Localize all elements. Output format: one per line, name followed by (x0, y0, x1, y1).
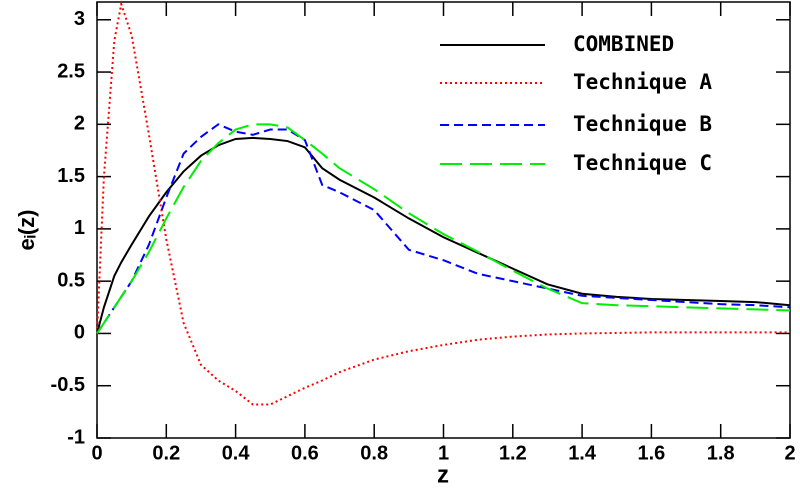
y-tick-label: 2 (74, 113, 85, 135)
y-tick-label: 1.5 (57, 165, 85, 187)
y-tick-label: -1 (67, 426, 85, 448)
y-axis-label: eᵢ(z) (14, 210, 39, 251)
legend-label: Technique C (573, 151, 712, 175)
x-tick-label: 2 (784, 442, 795, 464)
y-tick-label: 3 (74, 8, 85, 30)
x-tick-label: 1.8 (707, 442, 735, 464)
series-line (96, 123, 791, 334)
x-axis-label: z (437, 461, 449, 488)
x-tick-label: 0 (91, 442, 102, 464)
x-tick-label: 1.2 (499, 442, 527, 464)
y-tick-label: 1 (74, 217, 85, 239)
y-tick-label: 0 (74, 322, 85, 344)
series-line (96, 136, 791, 334)
plot-frame (96, 1, 791, 439)
legend-label: Technique B (573, 112, 712, 136)
x-tick-label: 1 (438, 442, 449, 464)
x-tick-label: 0.2 (152, 442, 180, 464)
legend-label: Technique A (573, 70, 712, 94)
x-tick-label: 0.4 (222, 442, 251, 464)
x-tick-label: 0.6 (291, 442, 319, 464)
x-tick-label: 1.6 (637, 442, 665, 464)
y-tick-label: 0.5 (57, 269, 85, 291)
x-tick-label: 1.4 (568, 442, 597, 464)
series-line (96, 123, 791, 334)
y-tick-label: 2.5 (57, 60, 85, 82)
legend-label: COMBINED (573, 32, 674, 56)
y-tick-label: -0.5 (51, 374, 85, 396)
series-line (96, 0, 790, 406)
x-tick-label: 0.8 (360, 442, 388, 464)
